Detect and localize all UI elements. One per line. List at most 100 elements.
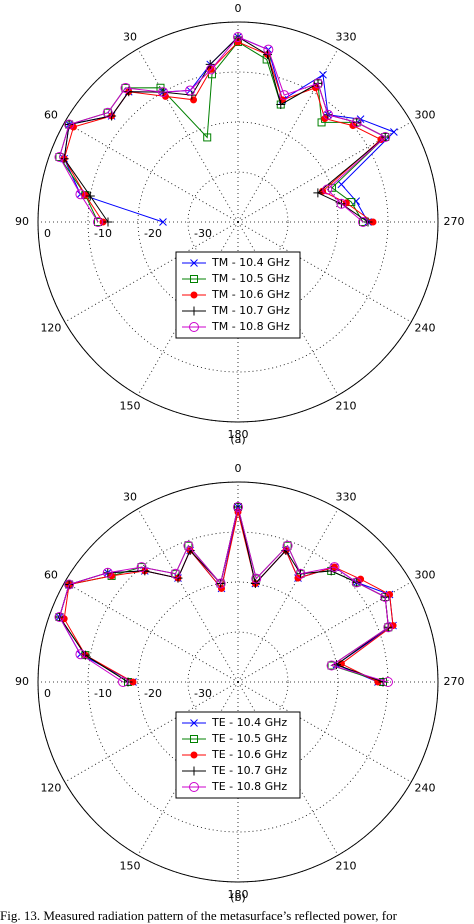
angle-tick-label: 120: [40, 782, 61, 795]
legend-marker: [190, 259, 198, 267]
legend-label: TE - 10.8 GHz: [211, 780, 287, 793]
marker: [75, 649, 86, 660]
marker: [205, 59, 215, 69]
angle-tick-label: 120: [40, 322, 61, 335]
marker: [102, 107, 113, 118]
radial-tick-label: 0: [44, 687, 51, 700]
angular-grid-line: [237, 48, 339, 223]
marker: [279, 90, 290, 101]
marker: [276, 100, 286, 110]
radial-tick-label: -20: [144, 687, 162, 700]
marker: [215, 578, 226, 589]
legend-label: TE - 10.4 GHz: [211, 716, 287, 729]
marker: [54, 152, 65, 163]
radial-tick-label: -10: [94, 687, 112, 700]
radial-tick-label: 0: [44, 227, 51, 240]
series-line: [58, 36, 387, 223]
marker: [390, 128, 398, 136]
angle-tick-label: 60: [44, 109, 58, 122]
plot-frame: [37, 481, 439, 883]
angle-tick-label: 180: [228, 888, 249, 901]
marker: [233, 32, 243, 42]
legend-marker: [189, 322, 199, 332]
marker: [158, 87, 168, 98]
plot-frame: [37, 21, 439, 423]
legend-label: TM - 10.5 GHz: [211, 272, 290, 285]
angular-grid-line: [237, 121, 412, 223]
angular-grid-line: [137, 48, 239, 223]
marker: [203, 133, 212, 142]
radial-grid-circle: [187, 171, 289, 273]
marker: [380, 592, 391, 602]
marker: [351, 117, 362, 128]
legend-label: TE - 10.6 GHz: [211, 748, 287, 761]
angle-tick-label: 150: [120, 399, 141, 412]
marker: [358, 217, 368, 227]
angular-grid-line: [237, 508, 339, 683]
legend-marker: [190, 751, 198, 759]
angle-tick-label: 0: [235, 2, 242, 15]
marker: [336, 198, 347, 209]
radial-tick-label: -20: [144, 227, 162, 240]
marker: [54, 612, 65, 623]
angular-grid-line: [64, 681, 239, 783]
angle-tick-label: 30: [123, 31, 137, 44]
marker: [93, 217, 103, 227]
radial-grid-circle: [187, 631, 289, 733]
legend-marker: [189, 782, 199, 792]
marker: [85, 191, 95, 201]
angle-tick-label: 330: [336, 491, 357, 504]
marker: [319, 70, 327, 79]
marker: [183, 540, 194, 551]
marker: [326, 660, 337, 671]
angular-grid-line: [64, 581, 239, 683]
marker: [383, 677, 393, 687]
marker: [295, 568, 306, 579]
legend-label: TM - 10.7 GHz: [211, 304, 290, 317]
legend-label: TM - 10.8 GHz: [211, 320, 290, 333]
legend-marker: [189, 306, 199, 316]
legend-label: TM - 10.6 GHz: [211, 288, 290, 301]
marker: [103, 217, 113, 227]
radial-tick-label: -30: [194, 687, 212, 700]
angular-grid-line: [137, 508, 239, 683]
legend-label: TE - 10.7 GHz: [211, 764, 287, 777]
marker: [64, 579, 75, 590]
marker: [136, 562, 147, 573]
figure-caption: Fig. 13. Measured radiation pattern of t…: [0, 908, 398, 923]
marker: [170, 568, 181, 579]
marker: [313, 188, 323, 198]
angle-tick-label: 60: [44, 569, 58, 582]
angle-tick-label: 330: [336, 31, 357, 44]
angle-tick-label: 270: [444, 675, 465, 688]
marker: [342, 199, 350, 207]
marker: [251, 573, 262, 584]
angle-tick-label: 150: [120, 859, 141, 872]
subfigure-label: (a): [230, 433, 245, 446]
marker: [383, 622, 394, 633]
marker: [380, 132, 391, 142]
marker: [322, 109, 333, 120]
marker: [120, 82, 131, 93]
angular-grid-line: [237, 581, 412, 683]
marker: [118, 677, 128, 687]
marker: [282, 540, 293, 551]
marker: [313, 78, 323, 89]
angular-grid-line: [64, 221, 239, 323]
marker: [107, 111, 117, 121]
angular-grid-line: [64, 121, 239, 223]
legend-marker: [190, 719, 198, 727]
angle-tick-label: 240: [415, 782, 436, 795]
marker: [233, 502, 243, 512]
radial-tick-label: -30: [194, 227, 212, 240]
angle-tick-label: 90: [15, 675, 29, 688]
marker: [327, 661, 336, 670]
marker: [206, 64, 217, 75]
legend-marker: [190, 275, 198, 283]
legend-label: TM - 10.4 GHz: [211, 256, 290, 269]
marker: [351, 577, 362, 588]
angle-tick-label: 270: [444, 215, 465, 228]
angle-tick-label: 210: [336, 859, 357, 872]
marker: [337, 180, 346, 189]
